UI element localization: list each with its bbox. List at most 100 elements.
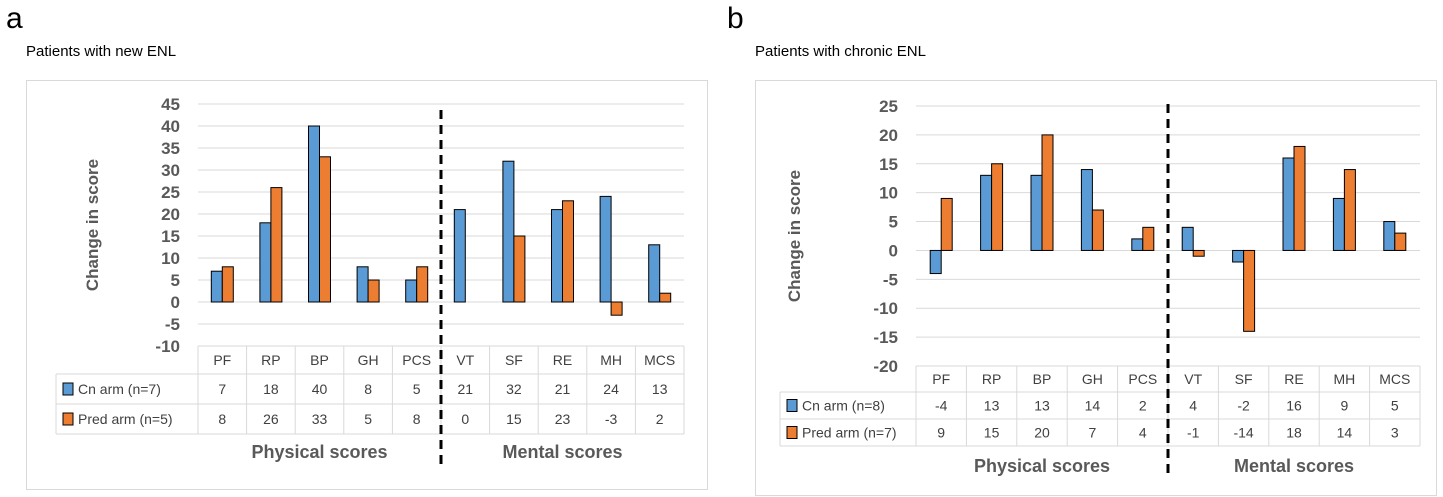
y-tick-label: 15 — [879, 155, 898, 174]
group-label: Mental scores — [502, 442, 622, 462]
y-tick-label: -5 — [165, 315, 180, 334]
bar-cn-mcs — [1383, 221, 1396, 251]
bar-pred-mcs — [1394, 232, 1407, 251]
bar-cn-gh — [1080, 169, 1093, 251]
category-label: MCS — [644, 352, 675, 368]
y-tick-label: 35 — [161, 139, 180, 158]
y-tick-label: -10 — [873, 299, 898, 318]
bar-cn-rp — [259, 222, 272, 303]
y-tick-label: 5 — [889, 213, 898, 232]
data-table-value: 7 — [1089, 425, 1097, 441]
bar-cn-pcs — [1131, 238, 1144, 251]
bar-cn-mh — [1332, 197, 1345, 251]
category-label: RP — [982, 371, 1001, 387]
bar-cn-bp — [308, 125, 320, 303]
data-table-value: 18 — [263, 381, 279, 397]
data-table-value: -3 — [605, 411, 618, 427]
bar-pred-rp — [270, 187, 283, 303]
legend-label-cn: Cn arm (n=8) — [802, 398, 885, 414]
bar-cn-vt — [1181, 226, 1194, 251]
y-tick-label: -15 — [873, 328, 898, 347]
data-table-value: 40 — [312, 381, 328, 397]
y-tick-label: 25 — [879, 97, 898, 116]
data-table-value: 5 — [364, 411, 372, 427]
category-label: BP — [310, 352, 329, 368]
bar-cn-mh — [599, 195, 612, 303]
legend-label-cn: Cn arm (n=7) — [78, 381, 161, 397]
bar-cn-bp — [1030, 174, 1043, 251]
panel-a-title: Patients with new ENL — [26, 43, 177, 60]
data-table-value: 9 — [937, 425, 945, 441]
bar-cn-vt — [453, 209, 466, 303]
data-table-value: 13 — [984, 398, 1000, 414]
category-label: PCS — [402, 352, 431, 368]
data-table-value: 5 — [413, 381, 421, 397]
bar-pred-sf — [513, 235, 526, 303]
bar-pred-mcs — [659, 292, 672, 303]
y-tick-label: 15 — [161, 227, 180, 246]
y-tick-label: 40 — [161, 117, 180, 136]
category-label: VT — [456, 352, 474, 368]
category-label: PF — [213, 352, 231, 368]
data-table-value: 26 — [263, 411, 279, 427]
bar-cn-re — [551, 209, 563, 303]
bar-pred-gh — [1091, 209, 1104, 251]
data-table-value: 21 — [458, 381, 474, 397]
data-table-value: 9 — [1341, 398, 1349, 414]
bar-pred-pf — [940, 197, 953, 251]
bar-pred-pf — [221, 266, 234, 303]
bar-pred-sf — [1243, 249, 1256, 332]
panel-b-chart-frame — [755, 80, 1437, 496]
y-tick-label: 20 — [879, 126, 898, 145]
y-tick-label: -10 — [155, 337, 180, 356]
data-table-value: 15 — [984, 425, 1000, 441]
y-tick-label: 10 — [879, 184, 898, 203]
category-label: PCS — [1128, 371, 1157, 387]
bar-cn-pcs — [405, 279, 418, 303]
bar-pred-bp — [1041, 134, 1054, 251]
category-label: GH — [1082, 371, 1103, 387]
category-label: MCS — [1379, 371, 1410, 387]
data-table-value: 24 — [603, 381, 619, 397]
y-tick-label: 25 — [161, 183, 180, 202]
category-label: RE — [553, 352, 572, 368]
bar-pred-mh — [1343, 169, 1356, 251]
bar-cn-pf — [929, 249, 942, 275]
data-table-value: -1 — [1187, 425, 1200, 441]
y-tick-label: 30 — [161, 161, 180, 180]
y-tick-label: -5 — [883, 270, 898, 289]
data-table-value: -2 — [1237, 398, 1250, 414]
category-label: PF — [932, 371, 950, 387]
data-table-value: 32 — [506, 381, 522, 397]
category-label: RE — [1284, 371, 1303, 387]
legend-label-pred: Pred arm (n=5) — [78, 411, 173, 427]
data-table-value: 2 — [1139, 398, 1147, 414]
bar-cn-rp — [980, 174, 993, 251]
y-tick-label: 5 — [171, 271, 180, 290]
y-tick-label: 20 — [161, 205, 180, 224]
group-label: Mental scores — [1234, 456, 1354, 476]
data-table-value: 13 — [652, 381, 668, 397]
legend-swatch-cn — [62, 382, 74, 396]
panel-b-letter: b — [727, 2, 744, 35]
data-table-value: 4 — [1139, 425, 1147, 441]
data-table-value: 18 — [1286, 425, 1302, 441]
legend-label-pred: Pred arm (n=7) — [802, 425, 897, 441]
category-label: BP — [1033, 371, 1052, 387]
bar-cn-re — [1282, 157, 1295, 251]
category-label: MH — [600, 352, 622, 368]
legend-swatch-cn — [786, 399, 798, 412]
y-tick-label: 0 — [171, 293, 180, 312]
group-label: Physical scores — [974, 456, 1110, 476]
data-table-value: 4 — [1189, 398, 1197, 414]
category-label: MH — [1334, 371, 1356, 387]
category-label: SF — [505, 352, 523, 368]
legend-swatch-pred — [62, 412, 74, 426]
bar-cn-sf — [1232, 249, 1245, 263]
bar-pred-vt — [1192, 249, 1205, 257]
bar-pred-re — [562, 200, 574, 303]
data-table-value: 33 — [312, 411, 328, 427]
bar-cn-pf — [210, 270, 223, 303]
